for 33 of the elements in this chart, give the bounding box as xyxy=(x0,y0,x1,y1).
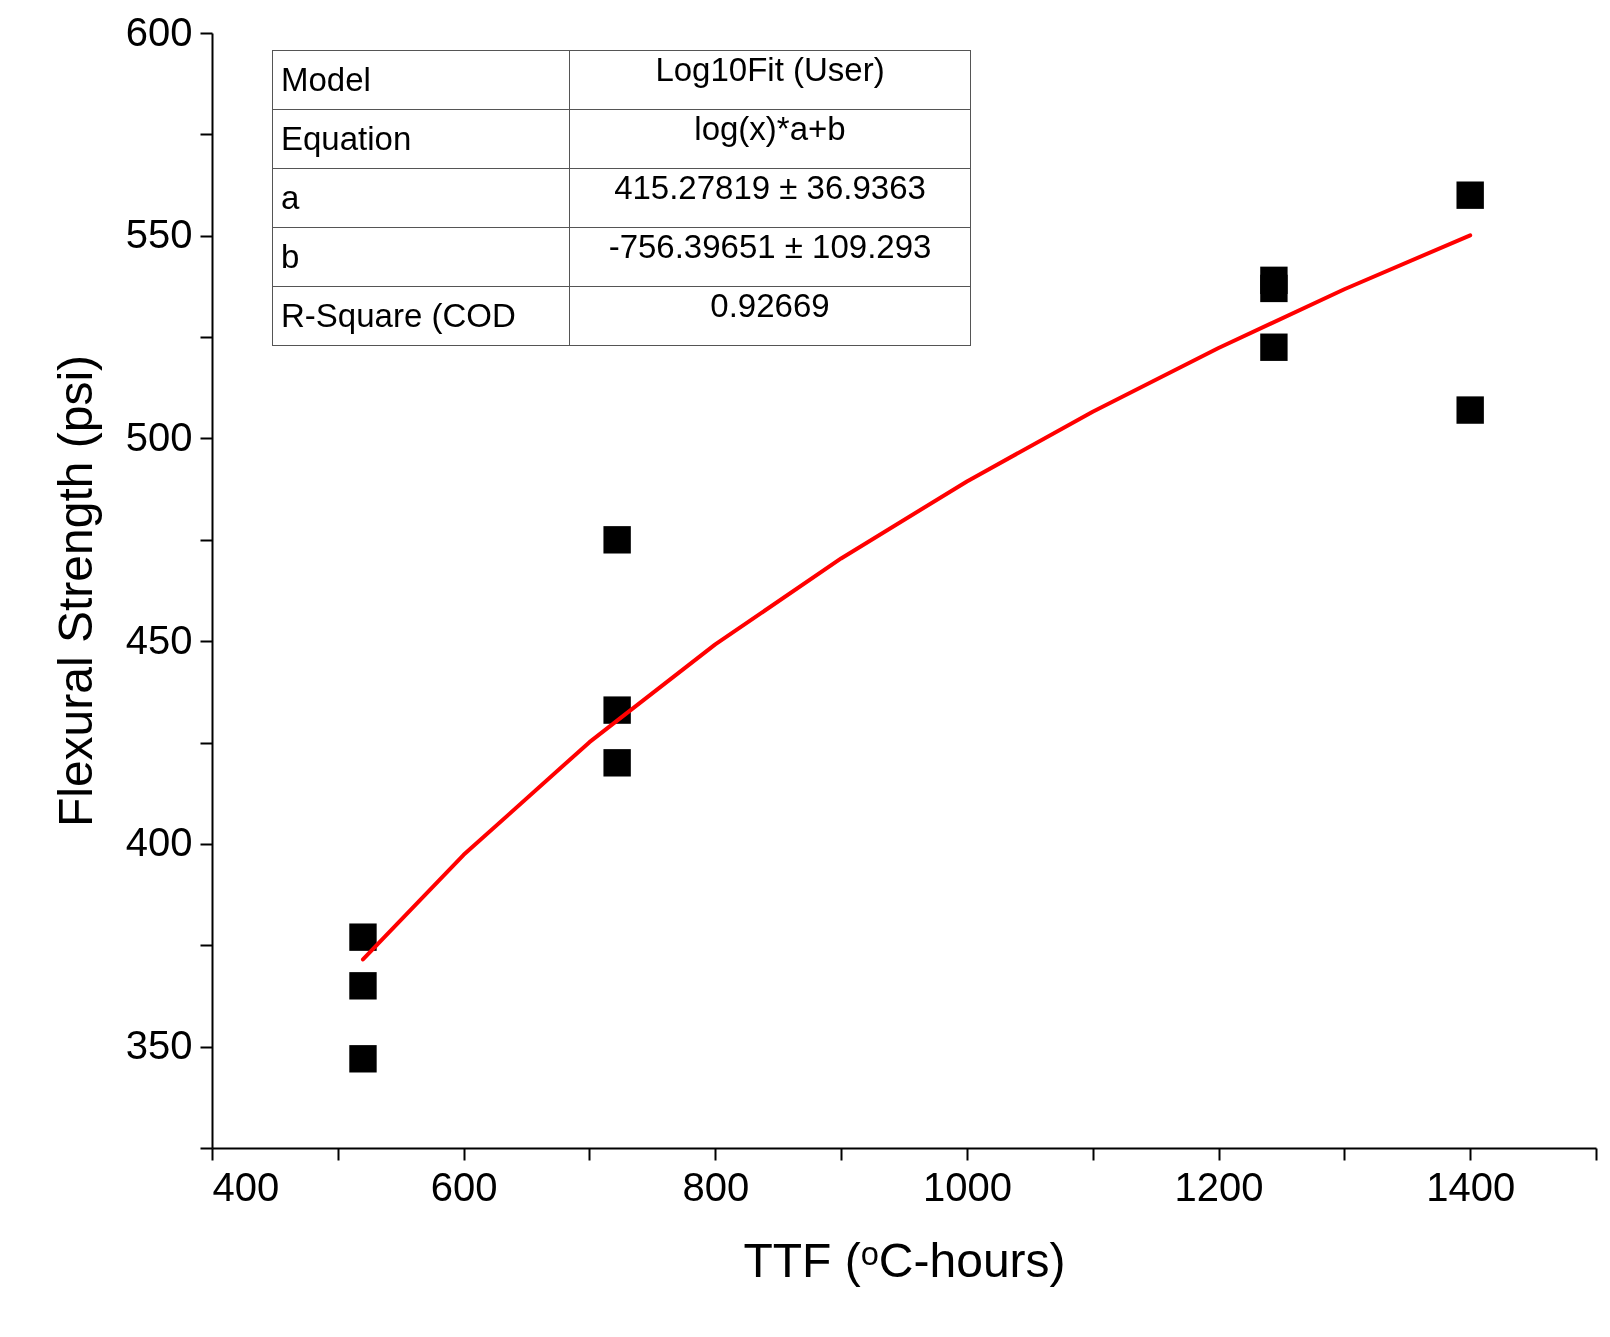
annotation: b xyxy=(272,227,570,287)
point xyxy=(603,526,631,554)
annotation: Model xyxy=(272,50,570,110)
point xyxy=(1456,181,1484,209)
x-tick-label: 1000 xyxy=(922,1164,1012,1209)
y-tick-label: 450 xyxy=(125,617,193,662)
y-tick-label: 600 xyxy=(125,9,193,54)
point xyxy=(1260,333,1288,361)
annotation: R-Square (COD xyxy=(272,286,570,346)
annotation: Log10Fit (User) xyxy=(569,50,971,110)
x-axis-title: TTF (ᵒC-hours) xyxy=(743,1233,1066,1287)
point xyxy=(349,1045,377,1073)
y-axis-title: Flexural Strength (psi) xyxy=(48,354,102,828)
point xyxy=(1456,396,1484,424)
y-tick-label: 550 xyxy=(125,212,193,257)
x-tick-label: 1200 xyxy=(1174,1164,1264,1209)
annotation: 0.92669 xyxy=(569,286,971,346)
y-tick-label: 500 xyxy=(125,414,193,459)
x-tick-label: 400 xyxy=(212,1164,280,1209)
annotation: -756.39651 ± 109.293 xyxy=(569,227,971,287)
y-tick-label: 350 xyxy=(125,1023,193,1068)
x-tick-label: 1400 xyxy=(1426,1164,1516,1209)
point xyxy=(603,749,631,777)
point xyxy=(1260,274,1288,303)
annotation: a xyxy=(272,168,570,228)
annotation: 415.27819 ± 36.9363 xyxy=(569,168,971,228)
x-tick-label: 800 xyxy=(682,1164,750,1209)
point xyxy=(349,972,377,1000)
annotation: log(x)*a+b xyxy=(569,109,971,169)
y-tick-label: 400 xyxy=(125,820,193,865)
annotation: Equation xyxy=(272,109,570,169)
x-tick-label: 600 xyxy=(430,1164,498,1209)
point xyxy=(349,923,377,951)
